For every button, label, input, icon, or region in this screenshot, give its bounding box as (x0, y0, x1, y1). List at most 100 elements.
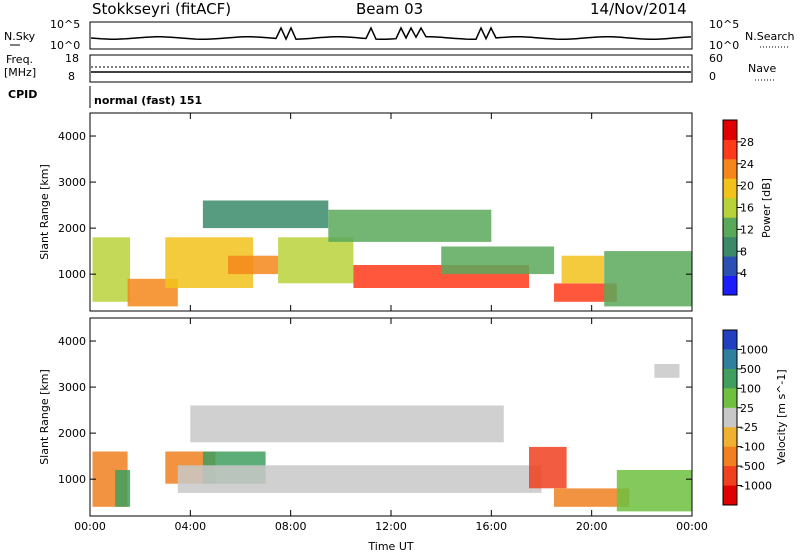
y-tick-label: 4000 (58, 130, 86, 143)
y-tick-label: 2000 (58, 222, 86, 235)
colorbar-swatch (723, 349, 737, 370)
heatmap-region (441, 246, 555, 275)
x-tick-label: 12:00 (375, 520, 407, 533)
heatmap-region (278, 237, 354, 284)
y-tick-label: 4000 (58, 335, 86, 348)
velocity-colorbar-label: Velocity [m s^-1] (775, 369, 788, 464)
freq-right-label: Nave (748, 62, 776, 75)
colorbar-tick-label: -500 (740, 460, 765, 473)
date-title: 14/Nov/2014 (590, 0, 687, 18)
colorbar-swatch (723, 330, 737, 350)
noise-panel-frame (89, 21, 693, 50)
colorbar-swatch (723, 217, 737, 238)
x-tick-label: 00:00 (74, 520, 106, 533)
noise-left-tick-top: 10^5 (50, 18, 80, 31)
x-tick-label: 20:00 (576, 520, 608, 533)
colorbar-swatch (723, 388, 737, 409)
colorbar-tick-label: 28 (740, 136, 754, 149)
velocity-colorbar-frame (722, 329, 738, 506)
x-tick-label: 16:00 (475, 520, 507, 533)
heatmap-region (177, 465, 542, 493)
freq-panel-frame (89, 54, 693, 83)
y-tick-label: 3000 (58, 176, 86, 189)
noise-right-tick-bottom: 10^0 (709, 39, 739, 52)
colorbar-tick-label: 24 (740, 158, 754, 171)
freq-left-label: Freq. (6, 53, 33, 66)
colorbar-tick-label: 20 (740, 180, 754, 193)
heatmap-region (529, 446, 567, 489)
heatmap-region (554, 283, 617, 302)
power-heatmap-cells (92, 200, 692, 307)
velocity-y-axis: 1000 2000 3000 4000 (58, 335, 692, 486)
colorbar-swatch (723, 407, 737, 428)
heatmap-region (202, 200, 329, 229)
colorbar-tick-label: 8 (740, 245, 747, 258)
velocity-x-label: Time UT (367, 540, 413, 553)
power-y-axis: 1000 2000 3000 4000 (58, 130, 692, 281)
freq-right-tick-bottom: 0 (709, 70, 716, 83)
colorbar-tick-label: 4 (740, 267, 747, 280)
noise-left-tick-bottom: 10^0 (50, 39, 80, 52)
colorbar-swatch (723, 236, 737, 257)
colorbar-swatch (723, 485, 737, 506)
colorbar-swatch (723, 256, 737, 276)
colorbar-tick-label: 500 (740, 363, 761, 376)
heatmap-region (190, 405, 504, 443)
colorbar-swatch (723, 427, 737, 448)
power-y-label: Slant Range [km] (38, 164, 51, 260)
colorbar-swatch (723, 139, 737, 160)
beam-title: Beam 03 (356, 0, 423, 18)
colorbar-tick-label: -25 (740, 421, 758, 434)
colorbar-swatch (723, 446, 737, 467)
heatmap-region (228, 255, 279, 275)
x-tick-label: 00:00 (676, 520, 708, 533)
cpid-label: CPID (8, 88, 37, 101)
noise-right-tick-top: 10^5 (709, 18, 739, 31)
y-tick-label: 1000 (58, 268, 86, 281)
x-tick-label: 04:00 (174, 520, 206, 533)
colorbar-swatch (723, 178, 737, 199)
colorbar-swatch (723, 120, 737, 140)
power-x-axis (89, 113, 693, 311)
colorbar-tick-label: 12 (740, 223, 754, 236)
x-tick-label: 08:00 (275, 520, 307, 533)
power-colorbar (723, 120, 737, 296)
colorbar-swatch (723, 158, 737, 179)
velocity-heatmap-cells (92, 364, 693, 512)
velocity-y-label: Slant Range [km] (38, 369, 51, 465)
y-tick-label: 1000 (58, 473, 86, 486)
noise-left-label: N.Sky (4, 30, 36, 43)
velocity-colorbar (723, 330, 737, 506)
velocity-x-axis: 00:00 04:00 08:00 12:00 16:00 20:00 00:00 (74, 318, 708, 533)
colorbar-swatch (723, 275, 737, 296)
freq-left-tick-top: 18 (65, 52, 79, 65)
heatmap-region (92, 237, 131, 302)
heatmap-region (616, 470, 693, 512)
heatmap-region (328, 209, 492, 242)
colorbar-swatch (723, 197, 737, 218)
y-tick-label: 3000 (58, 381, 86, 394)
heatmap-region (554, 488, 630, 507)
freq-right-tick-top: 60 (709, 52, 723, 65)
heatmap-region (561, 255, 605, 284)
freq-left-unit: [MHz] (4, 66, 36, 79)
station-title: Stokkseyri (fitACF) (92, 0, 231, 18)
noise-right-label: N.Search (745, 30, 795, 43)
power-colorbar-ticks: 4 8 12 16 20 24 28 (737, 136, 754, 280)
freq-left-tick-bottom: 8 (68, 70, 75, 83)
colorbar-tick-label: 16 (740, 202, 754, 215)
colorbar-tick-label: 1000 (740, 343, 768, 356)
heatmap-region (654, 364, 680, 378)
colorbar-tick-label: -1000 (740, 480, 772, 493)
noise-trace (90, 26, 692, 41)
colorbar-swatch (723, 466, 737, 486)
y-tick-label: 2000 (58, 427, 86, 440)
cpid-value: normal (fast) 151 (94, 94, 202, 107)
heatmap-region (604, 251, 692, 307)
velocity-colorbar-ticks: 1000 500 100 25 -25 -100 -500 -1000 (737, 343, 772, 493)
power-colorbar-label: Power [dB] (760, 178, 773, 238)
colorbar-tick-label: 25 (740, 402, 754, 415)
colorbar-tick-label: 100 (740, 382, 761, 395)
colorbar-swatch (723, 368, 737, 389)
